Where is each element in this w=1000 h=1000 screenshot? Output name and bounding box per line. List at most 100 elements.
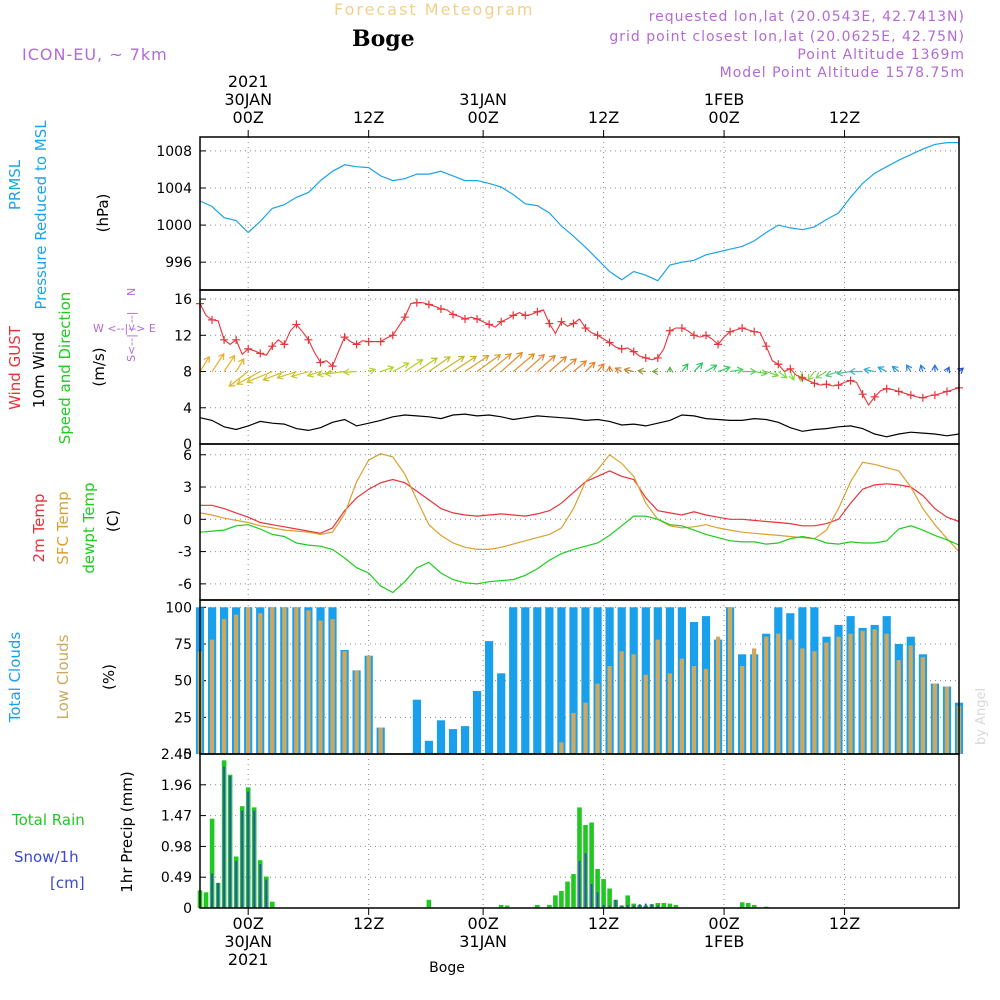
snow-bar: [650, 904, 653, 908]
wind-arrow-head: [458, 355, 466, 363]
bottom-time-label: 12Z: [829, 914, 860, 933]
point-altitude: Point Altitude 1369m: [797, 47, 965, 63]
top-time-label: 12Z: [353, 108, 384, 127]
dewpt-temp-label: dewpt Temp: [80, 482, 98, 573]
wind-direction-arrow: [807, 371, 815, 381]
rain-bar: [673, 904, 679, 908]
wind-gust-marker: [846, 376, 855, 385]
low-clouds-bar: [824, 642, 829, 754]
compass-west-east-label: W <--|--> E: [93, 322, 156, 335]
low-clouds-bar: [812, 651, 817, 754]
rain-bar: [745, 903, 751, 908]
wind-arrow-head: [316, 370, 324, 378]
wind-direction-arrow: [573, 360, 587, 372]
wind-arrow-head: [218, 352, 225, 360]
snow-bar: [211, 873, 213, 908]
snow-bar: [253, 810, 256, 908]
pressure-unit-label: (hPa): [94, 194, 112, 233]
wind-direction-arrow: [404, 359, 423, 373]
snow-bar: [614, 899, 617, 908]
compass-north-label: N: [125, 288, 138, 296]
wind-gust-marker: [412, 298, 421, 307]
wind-gust-marker: [605, 338, 614, 347]
wind-arrow-head: [848, 367, 856, 376]
rain-bar: [661, 903, 667, 908]
wind-direction-arrow: [837, 370, 851, 375]
total-clouds-bar: [436, 720, 446, 754]
low-clouds-bar: [282, 607, 287, 754]
wind-arrow-head: [482, 354, 490, 362]
wind-arrow-head: [788, 373, 796, 381]
low-clouds-bar: [752, 648, 757, 754]
wind-gust-marker: [304, 335, 313, 344]
bottom-time-label: 00Z: [708, 914, 739, 933]
y-tick-label: 0.49: [161, 870, 192, 886]
wind-arrow-head: [262, 374, 270, 382]
rain-bar: [601, 879, 606, 908]
snow-bar: [235, 860, 238, 908]
y-tick-label: 2.45: [161, 747, 192, 763]
wind-gust-marker: [352, 340, 361, 349]
wind-gust-marker: [388, 331, 397, 340]
wind-gust-marker: [533, 307, 542, 316]
wind-gust-marker: [774, 360, 783, 369]
wind-gust-marker: [424, 300, 433, 309]
snow-bar: [632, 905, 635, 908]
wind-arrow-head: [771, 370, 780, 378]
wind-direction-arrow: [864, 368, 875, 373]
wind-arrow-head: [605, 365, 614, 372]
low-clouds-label: Low Clouds: [54, 634, 72, 719]
low-clouds-bar: [860, 630, 865, 754]
low-clouds-bar: [583, 702, 588, 754]
bottom-time-label: 30JAN: [224, 932, 272, 951]
wind-arrow-head: [443, 356, 451, 363]
wind-gust-marker: [340, 333, 349, 342]
wind-arrow-head: [430, 357, 438, 364]
rain-bar: [571, 874, 576, 908]
snow-bar: [644, 903, 647, 908]
wind-arrow-head: [470, 355, 478, 363]
wind-arrow-head: [290, 371, 298, 379]
grid-point-coordinates: grid point closest lon,lat (20.0625E, 42…: [609, 29, 965, 45]
bottom-time-label: 00Z: [467, 914, 498, 933]
wind-gust-marker: [208, 315, 217, 324]
top-time-label: 00Z: [233, 108, 264, 127]
wind-gust-marker: [545, 319, 554, 328]
wind-gust-marker: [400, 313, 409, 322]
wind-arrow-head: [246, 376, 254, 384]
top-time-label: 12Z: [588, 108, 619, 127]
wind-unit-label: (m/s): [90, 347, 108, 386]
wind-gust-marker: [244, 344, 253, 353]
wind-gust-marker: [858, 390, 867, 399]
wind-direction-arrow: [906, 364, 912, 372]
wind-gust-marker: [677, 324, 686, 333]
low-clouds-bar: [354, 670, 359, 754]
total-clouds-label: Total Clouds: [6, 632, 24, 724]
wind-arrow-head: [238, 357, 245, 365]
low-clouds-bar: [884, 633, 889, 754]
top-time-label: 1FEB: [704, 90, 744, 109]
wind-gust-marker: [521, 311, 530, 320]
snow-bar: [229, 776, 232, 908]
wind-gust-marker: [726, 327, 735, 336]
y-tick-label: -6: [178, 577, 192, 593]
wind-direction-arrow: [291, 370, 309, 378]
snow-bar: [638, 904, 641, 908]
wind-gust-marker: [822, 380, 831, 389]
wind-arrow-head: [560, 356, 568, 363]
wind-direction-arrow: [561, 358, 577, 372]
wind-10m-line: [199, 413, 960, 438]
low-clouds-bar: [246, 607, 251, 754]
wind-gust-marker: [702, 331, 710, 340]
y-tick-label: 1.47: [161, 809, 192, 825]
wind-gust-marker: [328, 362, 337, 371]
snow-bar: [590, 884, 593, 908]
panel-frame-precip: [199, 753, 960, 909]
wind-gust-marker: [714, 340, 723, 349]
low-clouds-bar: [800, 648, 805, 754]
bottom-time-label: 1FEB: [704, 932, 744, 951]
wind-gust-marker: [292, 320, 301, 329]
total-clouds-bar: [545, 607, 554, 754]
wind-direction-arrow: [307, 370, 321, 377]
low-clouds-bar: [619, 651, 624, 754]
